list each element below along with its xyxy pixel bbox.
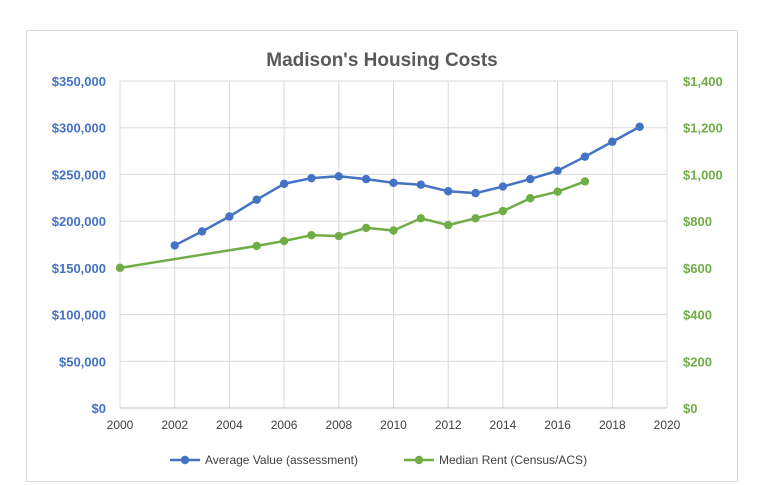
right-tick-label: $1,400 bbox=[683, 74, 723, 89]
data-point bbox=[471, 188, 480, 198]
data-point bbox=[553, 166, 562, 175]
data-point bbox=[170, 241, 179, 250]
x-tick-label: 2018 bbox=[599, 418, 626, 432]
data-point bbox=[307, 173, 316, 183]
data-point bbox=[416, 214, 426, 223]
x-axis: 2000 2002 2004 2006 2008 2010 2012 2014 2016 2018… bbox=[107, 407, 681, 432]
data-point bbox=[389, 226, 398, 235]
data-point bbox=[580, 177, 590, 186]
x-tick-label: 2006 bbox=[271, 418, 298, 432]
left-tick-label: $250,000 bbox=[52, 167, 106, 182]
x-tick-label: 2016 bbox=[544, 418, 571, 432]
series-layer bbox=[115, 122, 644, 273]
data-point bbox=[225, 212, 234, 221]
right-tick-label: $600 bbox=[683, 261, 712, 276]
data-point bbox=[580, 152, 590, 161]
data-point bbox=[252, 241, 261, 251]
data-point bbox=[553, 187, 562, 196]
data-point bbox=[252, 195, 261, 204]
series-line bbox=[173, 125, 641, 247]
gridlines bbox=[119, 80, 668, 409]
data-point bbox=[389, 178, 398, 188]
chart-frame bbox=[26, 30, 738, 482]
legend-label: Average Value (assessment) bbox=[205, 453, 358, 467]
right-tick-label: $0 bbox=[683, 401, 697, 416]
legend: Average Value (assessment) Median Rent (C… bbox=[170, 453, 587, 467]
legend-marker bbox=[180, 455, 190, 465]
left-tick-label: $0 bbox=[92, 401, 106, 416]
x-tick-label: 2014 bbox=[490, 418, 517, 432]
x-tick-label: 2010 bbox=[380, 418, 407, 432]
right-tick-label: $1,000 bbox=[683, 167, 723, 182]
left-tick-label: $350,000 bbox=[52, 74, 106, 89]
x-tick-label: 2008 bbox=[325, 418, 352, 432]
legend-marker bbox=[414, 455, 424, 465]
data-point bbox=[334, 231, 343, 241]
series-median-rent bbox=[115, 177, 590, 273]
data-point bbox=[361, 223, 371, 233]
right-tick-label: $1,200 bbox=[683, 121, 723, 136]
left-axis: $0 $50,000 $100,000 $150,000 $200,000 $250,00… bbox=[52, 74, 106, 416]
data-point bbox=[334, 172, 343, 181]
left-tick-label: $200,000 bbox=[52, 214, 106, 229]
x-tick-label: 2000 bbox=[107, 418, 134, 432]
data-point bbox=[635, 122, 644, 131]
right-tick-label: $800 bbox=[683, 214, 712, 229]
data-point bbox=[115, 263, 125, 273]
right-tick-label: $400 bbox=[683, 308, 712, 323]
x-tick-label: 2020 bbox=[654, 418, 681, 432]
left-tick-label: $50,000 bbox=[59, 354, 106, 369]
x-tick-label: 2004 bbox=[216, 418, 243, 432]
data-point bbox=[526, 174, 535, 184]
data-point bbox=[197, 227, 207, 236]
x-tick-label: 2012 bbox=[435, 418, 462, 432]
data-point bbox=[608, 137, 617, 146]
series-average-value bbox=[170, 122, 644, 250]
legend-label: Median Rent (Census/ACS) bbox=[439, 453, 587, 467]
data-point bbox=[498, 182, 508, 191]
data-point bbox=[361, 174, 371, 184]
series-line bbox=[118, 180, 587, 270]
left-tick-label: $300,000 bbox=[52, 121, 106, 136]
data-point bbox=[416, 180, 426, 189]
data-point bbox=[471, 214, 480, 223]
data-point bbox=[444, 220, 453, 230]
chart-title: Madison's Housing Costs bbox=[266, 50, 497, 71]
left-tick-label: $150,000 bbox=[52, 261, 106, 276]
right-tick-label: $200 bbox=[683, 354, 712, 369]
data-point bbox=[279, 179, 289, 188]
data-point bbox=[526, 194, 535, 203]
x-tick-label: 2002 bbox=[161, 418, 188, 432]
legend-item: Average Value (assessment) bbox=[170, 453, 358, 467]
data-point bbox=[279, 236, 289, 246]
data-point bbox=[307, 230, 316, 240]
left-tick-label: $100,000 bbox=[52, 308, 106, 323]
data-point bbox=[444, 187, 453, 196]
right-axis: $0 $200 $400 $600 $800 $1,000 $1,200 $1,400 bbox=[683, 74, 723, 416]
data-point bbox=[498, 206, 508, 216]
legend-item: Median Rent (Census/ACS) bbox=[404, 453, 587, 467]
